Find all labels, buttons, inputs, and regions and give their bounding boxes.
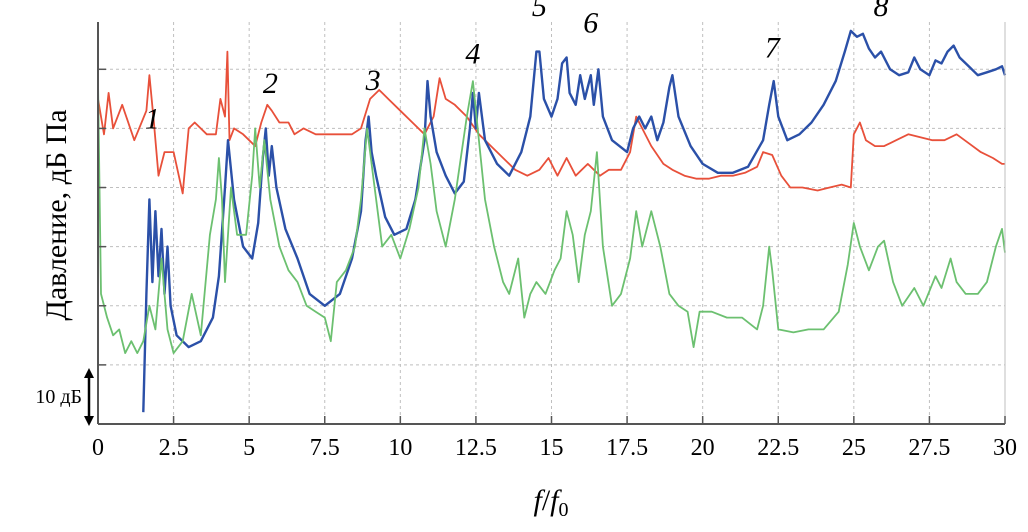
peak-label-1: 1 (145, 102, 160, 135)
peak-label-8: 8 (874, 0, 889, 23)
series-line-red (97, 50, 1005, 195)
series-line-green (97, 80, 1006, 354)
x-tick-label: 0 (92, 435, 104, 461)
peak-labels: 1 2 3 4 5 6 7 8 (145, 0, 889, 135)
x-tick-label: 30 (993, 435, 1017, 461)
scale-bar-label: 10 дБ (35, 386, 82, 408)
peak-label-3: 3 (365, 64, 381, 97)
x-tick-label: 17.5 (606, 435, 648, 461)
peak-label-6: 6 (583, 7, 598, 40)
x-axis-title-subscript: 0 (559, 499, 569, 521)
x-tick-label: 7.5 (310, 435, 340, 461)
x-tick-label: 12.5 (455, 435, 497, 461)
grid (98, 22, 1005, 424)
peak-label-2: 2 (263, 67, 278, 100)
peak-label-5: 5 (532, 0, 547, 23)
x-tick-label: 10 (388, 435, 412, 461)
x-tick-label: 22.5 (757, 435, 799, 461)
peak-label-7: 7 (765, 31, 782, 64)
x-tick-labels: 0 2.5 5 7.5 10 12.5 15 17.5 20 22.5 25 27.5 30 (92, 435, 1017, 461)
scale-bar: 10 дБ (35, 368, 94, 426)
series-group (97, 29, 1007, 413)
x-tick-label: 20 (691, 435, 715, 461)
y-axis-title: Давление, дБ Па (40, 109, 73, 320)
x-tick-label: 2.5 (159, 435, 189, 461)
series-line-blue (142, 29, 1007, 413)
x-tick-label: 25 (842, 435, 866, 461)
x-axis-title: f/f0 (533, 484, 568, 521)
axes (97, 22, 1006, 425)
x-tick-label: 27.5 (908, 435, 950, 461)
x-axis-title-slash: / (542, 484, 551, 517)
x-tick-label: 5 (243, 435, 255, 461)
peak-label-4: 4 (465, 37, 480, 70)
x-tick-label: 15 (540, 435, 564, 461)
